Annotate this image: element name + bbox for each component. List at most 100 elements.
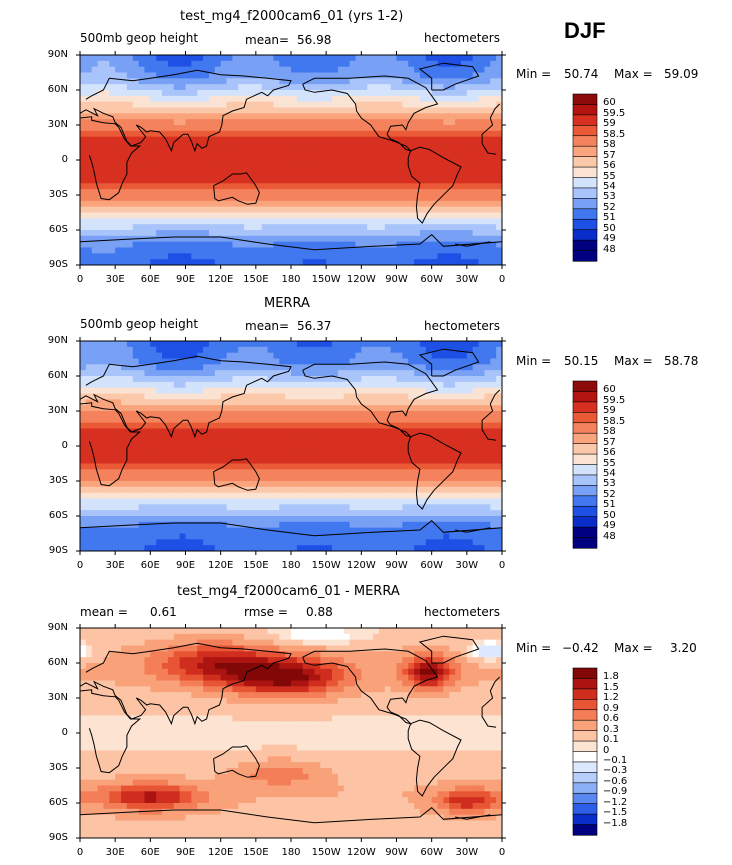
map-cell	[314, 60, 321, 68]
map-cell	[349, 55, 357, 62]
map-cell	[490, 481, 497, 488]
map-cell	[156, 498, 163, 505]
map-cell	[285, 241, 292, 249]
map-cell	[291, 399, 298, 406]
map-cell	[279, 481, 286, 488]
map-cell	[91, 183, 99, 190]
map-cell	[466, 393, 474, 400]
map-cell	[226, 253, 233, 260]
map-cell	[191, 341, 198, 348]
map-cell	[361, 107, 368, 114]
map-cell	[150, 206, 157, 214]
map-cell	[343, 399, 351, 406]
map-cell	[466, 90, 474, 97]
map-cell	[244, 235, 251, 243]
map-cell	[460, 399, 468, 406]
map-cell	[367, 160, 374, 167]
map-cell	[302, 224, 310, 231]
map-cell	[144, 504, 151, 511]
map-cell	[455, 189, 462, 196]
map-cell	[91, 154, 99, 161]
map-cell	[156, 440, 163, 447]
map-cell	[320, 154, 327, 161]
map-cell	[179, 177, 187, 184]
map-cell	[121, 66, 128, 74]
map-cell	[97, 352, 105, 360]
map-cell	[267, 224, 275, 231]
map-cell	[314, 55, 321, 62]
map-cell	[244, 405, 251, 412]
map-cell	[419, 142, 427, 149]
map-cell	[496, 165, 502, 173]
map-cell	[232, 399, 239, 406]
map-cell	[449, 358, 456, 365]
map-cell	[91, 148, 99, 155]
map-cell	[220, 352, 228, 360]
map-cell	[91, 387, 99, 395]
map-cell	[121, 352, 128, 360]
map-cell	[261, 504, 269, 511]
map-cell	[367, 55, 374, 62]
map-cell	[496, 189, 502, 196]
map-cell	[185, 516, 192, 523]
map-cell	[326, 416, 333, 424]
map-cell	[437, 434, 444, 441]
map-cell	[408, 183, 415, 190]
map-cell	[425, 107, 433, 114]
map-cell	[320, 212, 327, 219]
map-cell	[103, 200, 110, 208]
map-cell	[156, 235, 163, 243]
map-cell	[167, 90, 175, 97]
map-cell	[355, 171, 362, 179]
map-cell	[408, 416, 415, 424]
map-cell	[244, 60, 251, 68]
map-cell	[197, 492, 204, 500]
map-cell	[203, 165, 210, 173]
map-cell	[244, 411, 251, 418]
map-cell	[326, 428, 333, 435]
map-cell	[437, 387, 444, 395]
map-cell	[238, 113, 245, 120]
colorbar-box	[572, 198, 598, 210]
map-cell	[255, 504, 263, 511]
map-cell	[355, 352, 362, 360]
map-cell	[279, 241, 286, 249]
map-cell	[126, 405, 134, 412]
map-cell	[80, 90, 87, 97]
map-cell	[402, 165, 409, 173]
map-cell	[490, 55, 497, 62]
map-cell	[150, 154, 157, 161]
map-cell	[267, 498, 275, 505]
map-cell	[150, 481, 157, 488]
map-cell	[390, 235, 398, 243]
map-cell	[285, 95, 292, 103]
map-cell	[384, 177, 392, 184]
map-cell	[115, 504, 122, 511]
map-cell	[449, 492, 456, 500]
map-cell	[402, 253, 409, 260]
map-cell	[472, 498, 480, 505]
map-cell	[296, 95, 304, 103]
map-cell	[408, 393, 415, 400]
map-cell	[167, 95, 175, 103]
map-cell	[261, 165, 269, 173]
map-cell	[496, 446, 502, 453]
map-cell	[97, 521, 105, 529]
map-cell	[437, 370, 444, 377]
map-cell	[320, 148, 327, 155]
map-cell	[238, 381, 245, 389]
map-cell	[109, 66, 116, 74]
map-cell	[449, 253, 456, 260]
map-cell	[302, 492, 310, 500]
map-cell	[179, 101, 187, 109]
map-cell	[302, 399, 310, 406]
map-cell	[244, 125, 251, 132]
map-cell	[449, 481, 456, 488]
map-cell	[238, 148, 245, 155]
map-cell	[273, 78, 280, 85]
map-cell	[220, 376, 228, 383]
map-cell	[191, 119, 198, 126]
map-cell	[378, 516, 386, 523]
map-cell	[361, 165, 368, 173]
map-cell	[197, 241, 204, 249]
